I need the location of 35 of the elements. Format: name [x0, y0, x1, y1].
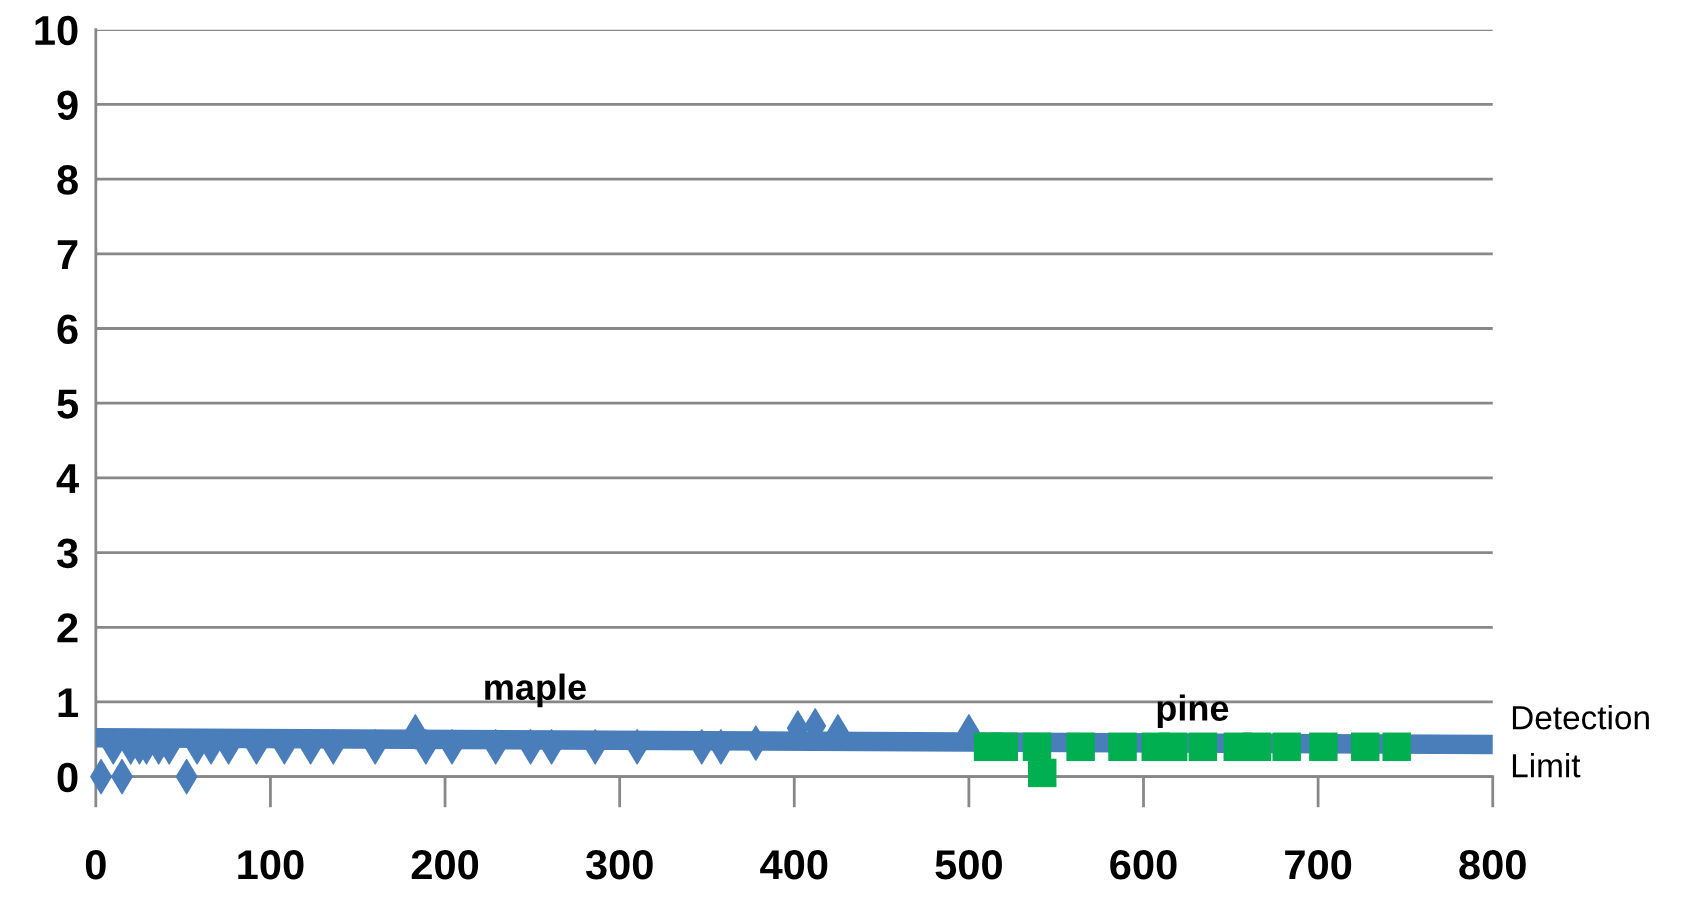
point [1158, 732, 1188, 762]
point [1382, 732, 1411, 762]
point [1272, 732, 1301, 762]
series-label: pine [1157, 694, 1229, 729]
point [1242, 732, 1272, 762]
point [1022, 732, 1052, 762]
y-tick-label: 6 [57, 314, 78, 345]
y-tick-label: 4 [56, 464, 79, 493]
x-tick-label: 800 [1459, 849, 1526, 880]
y-tick-label: 9 [57, 90, 78, 120]
x-tick-label: 100 [238, 849, 304, 880]
point [989, 732, 1019, 762]
point [1351, 732, 1380, 762]
x-tick-label: 300 [585, 849, 653, 880]
y-tick-label: 3 [56, 538, 78, 569]
y-tick-label: 1 [58, 688, 78, 718]
point [1066, 732, 1095, 762]
y-tick-label: 7 [57, 240, 78, 269]
point [1309, 732, 1338, 762]
x-tick-label: 400 [760, 849, 828, 880]
x-tick-label: 500 [935, 849, 1002, 880]
series-label: maple [485, 673, 586, 708]
point [1027, 758, 1057, 788]
point [1188, 732, 1218, 762]
series-label: Detection Limit [1512, 705, 1649, 778]
x-tick-label: 700 [1285, 849, 1352, 880]
y-tick-label: 10 [35, 15, 78, 46]
y-tick-label: 8 [57, 165, 78, 195]
y-tick-label: 2 [57, 613, 78, 643]
y-tick-label: 5 [57, 389, 78, 419]
x-tick-label: 0 [85, 849, 106, 880]
x-tick-label: 200 [411, 849, 479, 880]
x-tick-label: 600 [1110, 849, 1177, 880]
point [1108, 732, 1137, 762]
y-tick-label: 0 [57, 762, 78, 793]
